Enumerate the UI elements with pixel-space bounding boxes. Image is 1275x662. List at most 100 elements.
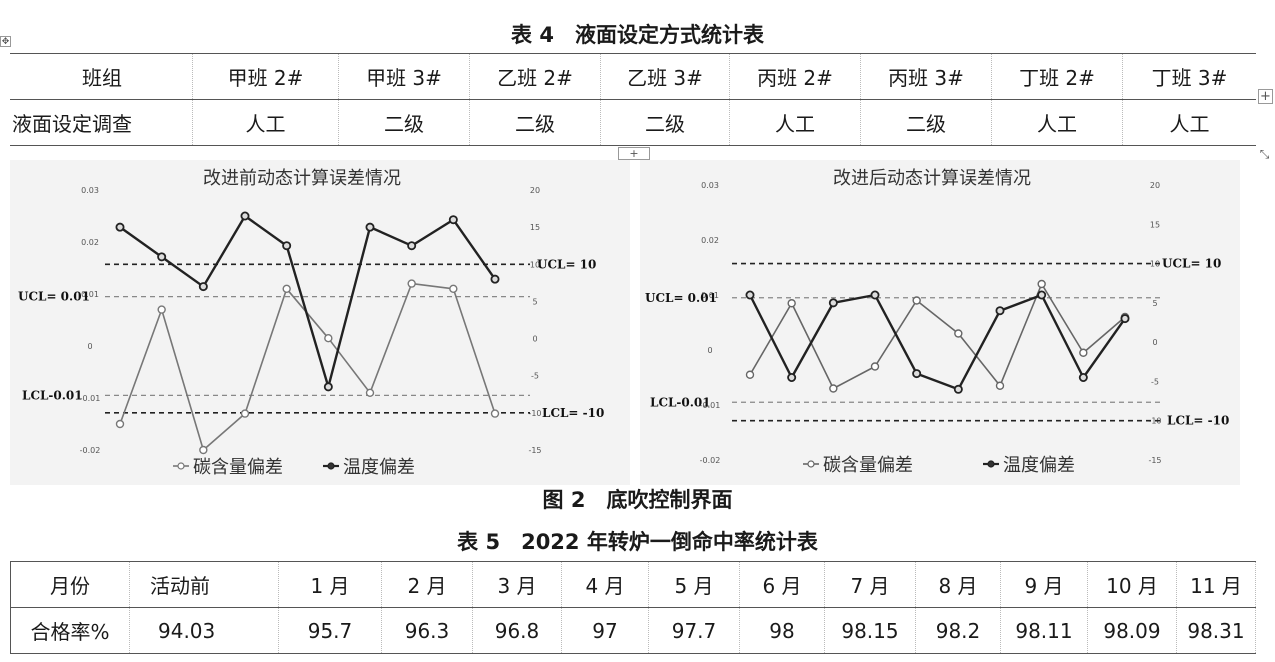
table-cell[interactable]: 10 月 xyxy=(1087,561,1177,608)
table-cell[interactable]: 甲班 3# xyxy=(338,53,470,100)
table-cell[interactable]: 丁班 3# xyxy=(1122,53,1256,100)
table5-header-row: 月份 活动前 1 月 2 月 3 月 4 月 5 月 6 月 7 月 8 月 9… xyxy=(10,561,1256,608)
right-axis-tick-label: 5 xyxy=(1152,299,1157,308)
table-cell[interactable]: 1 月 xyxy=(278,561,382,608)
data-point xyxy=(995,306,1005,316)
chart-background xyxy=(640,160,1240,485)
right-axis-tick-label: 15 xyxy=(1150,220,1160,229)
right-axis-tick-label: -15 xyxy=(1148,456,1161,465)
data-point xyxy=(870,290,880,300)
table-cell[interactable]: 95.7 xyxy=(278,607,382,654)
table-cell[interactable]: 3 月 xyxy=(472,561,562,608)
table-cell[interactable]: 11 月 xyxy=(1176,561,1256,608)
table-cell[interactable]: 5 月 xyxy=(648,561,740,608)
data-point xyxy=(787,299,796,308)
table-cell[interactable]: 98.2 xyxy=(915,607,1001,654)
table-cell[interactable]: 98.11 xyxy=(1000,607,1088,654)
table-cell[interactable]: 人工 xyxy=(729,99,861,146)
table-cell[interactable]: 2 月 xyxy=(381,561,473,608)
data-point xyxy=(157,252,167,262)
control-line-label: UCL= 0.01 xyxy=(18,290,90,304)
right-axis-tick-label: 20 xyxy=(1150,181,1160,190)
left-axis-tick-label: 0.03 xyxy=(81,186,99,195)
table-cell[interactable]: 人工 xyxy=(1122,99,1256,146)
table-cell[interactable]: 人工 xyxy=(991,99,1123,146)
table-cell[interactable]: 丙班 3# xyxy=(860,53,992,100)
data-point xyxy=(407,279,416,288)
chart-background xyxy=(10,160,630,485)
add-row-icon[interactable]: + xyxy=(618,147,650,160)
table-cell[interactable]: 合格率% xyxy=(10,607,130,654)
table-cell[interactable]: 二级 xyxy=(860,99,992,146)
table-cell[interactable]: 液面设定调查 xyxy=(10,99,193,146)
move-handle-icon[interactable]: ✥ xyxy=(0,36,11,47)
data-point xyxy=(1037,290,1047,300)
table-cell[interactable]: 二级 xyxy=(600,99,730,146)
right-axis-tick-label: 0 xyxy=(1152,338,1157,347)
data-point xyxy=(282,284,291,294)
resize-icon[interactable]: ⤡ xyxy=(1258,147,1271,161)
right-axis-tick-label: 10 xyxy=(530,260,540,269)
data-point xyxy=(324,333,333,343)
table-cell[interactable]: 丙班 2# xyxy=(729,53,861,100)
table-cell[interactable]: 98.15 xyxy=(824,607,916,654)
table-cell[interactable]: 人工 xyxy=(192,99,339,146)
chart-title: 改进后动态计算误差情况 xyxy=(833,168,1031,189)
table-cell[interactable]: 4 月 xyxy=(561,561,649,608)
table-cell[interactable]: 8 月 xyxy=(915,561,1001,608)
table-cell[interactable]: 月份 xyxy=(10,561,130,608)
data-point xyxy=(870,362,880,371)
table-cell[interactable]: 班组 xyxy=(10,53,193,100)
add-column-icon[interactable]: + xyxy=(1258,89,1273,104)
series-line xyxy=(119,214,496,389)
left-axis-tick-label: 0.01 xyxy=(81,290,99,299)
control-line-label: LCL= -10 xyxy=(542,406,604,420)
table-cell[interactable]: 97 xyxy=(561,607,649,654)
data-point xyxy=(323,382,333,392)
chart-after: 改进后动态计算误差情况0.030.020.010-0.01-0.02201510… xyxy=(640,160,1240,485)
table-cell[interactable]: 7 月 xyxy=(824,561,916,608)
right-axis-tick-label: -5 xyxy=(531,372,539,381)
table-cell[interactable]: 乙班 3# xyxy=(600,53,730,100)
right-axis-tick-label: 15 xyxy=(530,223,540,232)
table-cell[interactable]: 98.31 xyxy=(1176,607,1256,654)
data-point xyxy=(365,222,375,232)
table-cell[interactable]: 98.09 xyxy=(1087,607,1177,654)
table-cell[interactable]: 9 月 xyxy=(1000,561,1088,608)
table-cell[interactable]: 96.8 xyxy=(472,607,562,654)
data-point xyxy=(953,384,963,394)
legend-marker xyxy=(327,462,335,470)
table-cell[interactable]: 二级 xyxy=(469,99,601,146)
table-cell[interactable]: 94.03 xyxy=(129,607,279,654)
left-axis-tick-label: 0.02 xyxy=(701,236,719,245)
table-cell[interactable]: 97.7 xyxy=(648,607,740,654)
data-point xyxy=(1120,314,1130,324)
table-cell[interactable]: 丁班 2# xyxy=(991,53,1123,100)
data-point xyxy=(198,282,208,292)
table-cell[interactable]: 乙班 2# xyxy=(469,53,601,100)
left-axis-tick-label: 0.01 xyxy=(701,291,719,300)
table-cell[interactable]: 二级 xyxy=(338,99,470,146)
table-cell[interactable]: 活动前 xyxy=(129,561,279,608)
left-axis-tick-label: -0.01 xyxy=(700,401,721,410)
legend-label: 碳含量偏差 xyxy=(823,455,913,476)
table-cell[interactable]: 98 xyxy=(739,607,825,654)
legend-marker xyxy=(177,462,185,470)
table4: 班组 甲班 2# 甲班 3# 乙班 2# 乙班 3# 丙班 2# 丙班 3# 丁… xyxy=(10,53,1256,146)
table-cell[interactable]: 甲班 2# xyxy=(192,53,339,100)
chart-before: 改进前动态计算误差情况 0.03 0.02 0.01 0 -0.01 -0.02 20 15 10… xyxy=(10,160,630,485)
table-cell[interactable]: 6 月 xyxy=(739,561,825,608)
data-point xyxy=(157,305,166,314)
data-point xyxy=(745,370,755,379)
table4-data-row: 液面设定调查 人工 二级 二级 二级 人工 二级 人工 人工 xyxy=(10,99,1256,146)
table-cell[interactable]: 96.3 xyxy=(381,607,473,654)
data-point xyxy=(745,290,755,300)
data-point xyxy=(1037,279,1046,289)
figure2-caption: 图 2 底吹控制界面 xyxy=(542,488,733,512)
chart-title: 改进前动态计算误差情况 xyxy=(203,168,401,189)
data-point xyxy=(954,329,963,338)
data-point xyxy=(490,274,500,284)
right-axis-tick-label: -10 xyxy=(528,409,541,418)
data-point xyxy=(490,409,500,418)
table5: 月份 活动前 1 月 2 月 3 月 4 月 5 月 6 月 7 月 8 月 9… xyxy=(10,561,1256,654)
